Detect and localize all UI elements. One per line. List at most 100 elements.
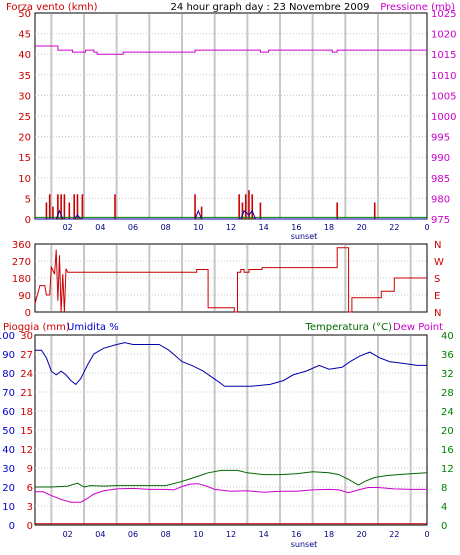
humidity-tick-label: 60 [2,407,15,418]
pressure-tick-label: 975 [431,215,450,226]
pressure-tick-label: 995 [431,133,450,144]
temperature-axis: 0 4 8 12 16 20 24 28 32 36 40 [441,331,454,532]
rain-tick-label: 3 [27,502,33,513]
wind-tick-label: 40 [18,50,31,61]
temperature-tick-label: 16 [441,445,454,456]
time-tick-label: 18 [324,530,334,539]
dewpoint-axis-title: Dew Point [393,322,443,333]
time-tick-label: 02 [63,530,73,539]
time-tick-label: 08 [161,530,171,539]
temperature-tick-label: 20 [441,426,454,437]
pressure-line [35,45,427,55]
compass-tick-label: N [434,240,441,251]
direction-degree-axis: 0 90 180 270 360 [12,240,31,319]
rain-axis-title: Pioggia (mm) [3,322,70,333]
gust-line [35,209,427,220]
time-axis-bottom: 02 04 06 08 10 12 14 16 18 20 22 0 [63,530,430,539]
temperature-tick-label: 40 [441,331,454,342]
rain-tick-label: 9 [27,464,33,475]
sunset-label-bottom: sunset [291,540,318,549]
temperature-axis-title: Temperatura (°C) [304,322,392,333]
wind-tick-label: 10 [18,174,31,185]
graph-title: 24 hour graph day : 23 Novembre 2009 [171,2,370,13]
wind-tick-label: 50 [18,9,31,20]
rain-tick-label: 15 [20,426,33,437]
wind-pressure-grid [35,14,427,218]
humidity-tick-label: 10 [2,502,15,513]
pressure-tick-label: 1015 [431,50,456,61]
time-tick-label: 20 [357,530,367,539]
temp-humidity-grid [35,336,427,524]
time-tick-label: 14 [259,530,269,539]
wind-speed-axis: 0 5 10 15 20 25 30 35 40 45 50 [18,9,31,226]
time-tick-label: 22 [389,223,399,232]
rain-tick-label: 24 [20,369,33,380]
time-tick-label: 16 [291,530,301,539]
humidity-tick-label: 70 [2,388,15,399]
compass-tick-label: E [434,291,440,302]
temperature-tick-label: 28 [441,388,454,399]
wind-tick-label: 0 [25,215,31,226]
wind-tick-label: 15 [18,153,31,164]
wind-tick-label: 30 [18,91,31,102]
humidity-tick-label: 50 [2,426,15,437]
wind-axis-title: Forza vento (kmh) [6,2,98,13]
direction-tick-label: 270 [12,257,31,268]
time-tick-label: 04 [95,223,105,232]
humidity-line [35,342,427,387]
pressure-axis: 975 980 985 990 995 1000 1005 1010 1015 1020 1025 [431,9,456,226]
wind-tick-label: 25 [18,112,31,123]
pressure-tick-label: 990 [431,153,450,164]
pressure-tick-label: 1005 [431,91,456,102]
time-tick-label: 0 [424,223,429,232]
wind-tick-label: 45 [18,30,31,41]
pressure-axis-title: Pressione (mb) [380,2,455,13]
temperature-tick-label: 8 [441,483,447,494]
time-tick-label: 16 [291,223,301,232]
compass-tick-label: W [434,257,444,268]
rain-tick-label: 12 [20,445,33,456]
time-tick-label: 18 [324,223,334,232]
temperature-tick-label: 24 [441,407,454,418]
time-tick-label: 12 [226,223,236,232]
humidity-axis: 0 10 20 30 40 50 60 70 80 90 100 [0,331,15,532]
humidity-tick-label: 100 [0,331,15,342]
time-tick-label: 20 [357,223,367,232]
direction-tick-label: 360 [12,240,31,251]
pressure-tick-label: 1000 [431,112,456,123]
time-tick-label: 10 [193,223,203,232]
humidity-tick-label: 0 [9,521,15,532]
wind-tick-label: 5 [25,194,31,205]
pressure-tick-label: 1010 [431,71,456,82]
pressure-tick-label: 985 [431,174,450,185]
humidity-axis-title: Umidita % [67,322,119,333]
rain-axis: 0 3 6 9 12 15 18 21 24 27 30 [20,331,33,532]
pressure-tick-label: 1020 [431,30,456,41]
time-tick-label: 10 [193,530,203,539]
compass-tick-label: N [434,308,441,319]
rain-tick-label: 27 [20,350,33,361]
time-tick-label: 12 [226,530,236,539]
dewpoint-line [35,483,427,503]
time-axis-top: 02 04 06 08 10 12 14 16 18 20 22 0 [63,223,430,232]
temperature-tick-label: 32 [441,369,454,380]
wind-tick-label: 35 [18,71,31,82]
sunset-label-top: sunset [291,232,318,241]
time-tick-label: 06 [128,530,138,539]
temperature-tick-label: 4 [441,502,447,513]
temperature-tick-label: 36 [441,350,454,361]
time-tick-label: 02 [63,223,73,232]
temperature-tick-label: 12 [441,464,454,475]
wind-direction-line [34,247,427,313]
humidity-tick-label: 90 [2,350,15,361]
direction-tick-label: 90 [18,291,31,302]
compass-tick-label: S [434,274,440,285]
rain-tick-label: 30 [20,331,33,342]
rain-tick-label: 0 [27,521,33,532]
time-tick-label: 04 [95,530,105,539]
humidity-tick-label: 40 [2,445,15,456]
humidity-tick-label: 20 [2,483,15,494]
